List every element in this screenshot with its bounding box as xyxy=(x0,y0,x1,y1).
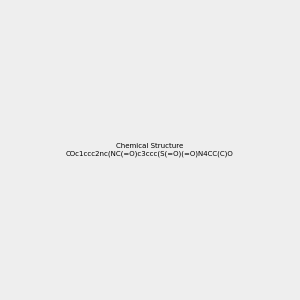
Text: Chemical Structure
COc1ccc2nc(NC(=O)c3ccc(S(=O)(=O)N4CC(C)O: Chemical Structure COc1ccc2nc(NC(=O)c3cc… xyxy=(66,143,234,157)
